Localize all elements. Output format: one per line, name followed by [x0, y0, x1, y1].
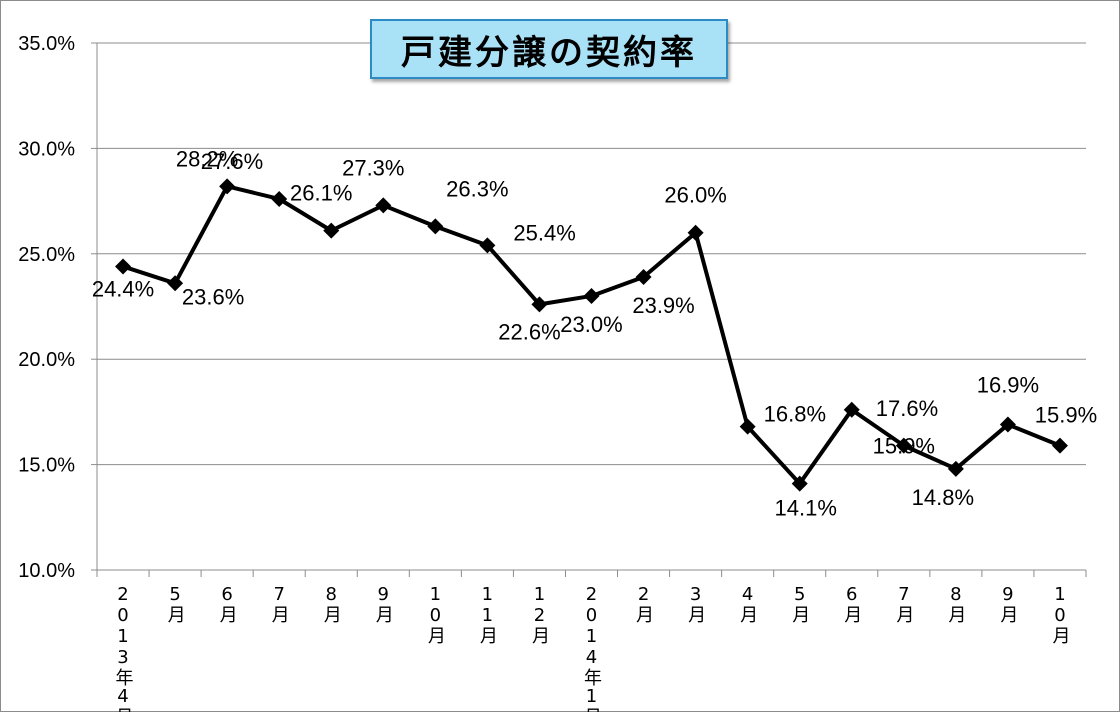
data-point-marker [115, 258, 132, 275]
data-label: 26.0% [664, 183, 726, 208]
data-label: 25.4% [513, 220, 575, 245]
data-point-marker [219, 178, 236, 195]
data-label: 26.3% [446, 176, 508, 201]
data-label: 26.1% [290, 181, 352, 206]
data-label: 15.9% [873, 434, 935, 459]
x-tick-label: 7月 [269, 584, 290, 623]
data-point-marker [843, 401, 860, 418]
chart-title-box: 戸建分譲の契約率 [370, 19, 728, 79]
data-point-marker [999, 416, 1016, 433]
data-label: 28.2% [176, 146, 238, 171]
x-tick-label: 9月 [997, 584, 1018, 623]
data-point-marker [947, 460, 964, 477]
data-label: 17.6% [876, 396, 938, 421]
data-point-marker [635, 268, 652, 285]
data-point-marker [531, 296, 548, 313]
data-label: 23.0% [560, 312, 622, 337]
y-tick-label: 15.0% [18, 455, 75, 477]
data-label: 14.1% [775, 496, 837, 521]
data-point-marker [739, 418, 756, 435]
data-label: 16.9% [977, 373, 1039, 398]
y-tick-label: 25.0% [18, 244, 75, 266]
data-label: 22.6% [498, 319, 560, 344]
data-label: 14.8% [912, 485, 974, 510]
y-tick-label: 35.0% [18, 33, 75, 55]
data-point-marker [1051, 437, 1068, 454]
x-tick-label: 12月 [529, 584, 550, 644]
x-tick-label: 4月 [737, 584, 758, 623]
x-tick-label: 2014年1月 [581, 584, 602, 712]
data-point-marker [323, 222, 340, 239]
y-tick-label: 10.0% [18, 560, 75, 582]
data-label: 23.6% [182, 284, 244, 309]
y-tick-label: 30.0% [18, 138, 75, 160]
x-tick-label: 3月 [685, 584, 706, 623]
data-point-marker [791, 475, 808, 492]
x-tick-label: 5月 [789, 584, 810, 623]
x-tick-label: 10月 [425, 584, 446, 644]
data-point-marker [167, 275, 184, 292]
x-tick-label: 8月 [321, 584, 342, 623]
data-point-marker [479, 237, 496, 254]
data-point-marker [375, 197, 392, 214]
data-label: 27.6% [201, 149, 263, 174]
data-point-marker [583, 287, 600, 304]
data-label: 27.3% [342, 155, 404, 180]
data-point-marker [895, 437, 912, 454]
x-tick-label: 9月 [373, 584, 394, 623]
data-label: 16.8% [764, 402, 826, 427]
data-label: 24.4% [92, 276, 154, 301]
y-tick-label: 20.0% [18, 349, 75, 371]
data-point-marker [427, 218, 444, 235]
x-tick-label: 10月 [1049, 584, 1070, 644]
chart-title: 戸建分譲の契約率 [401, 32, 697, 73]
data-label: 15.9% [1035, 403, 1097, 428]
x-tick-label: 5月 [165, 584, 186, 623]
data-point-marker [271, 190, 288, 207]
x-tick-label: 2月 [633, 584, 654, 623]
x-tick-label: 7月 [893, 584, 914, 623]
x-tick-label: 6月 [841, 584, 862, 623]
data-label: 23.9% [632, 293, 694, 318]
x-tick-label: 6月 [217, 584, 238, 623]
x-tick-label: 11月 [477, 584, 498, 644]
data-point-marker [687, 224, 704, 241]
x-tick-label: 8月 [945, 584, 966, 623]
x-tick-label: 2013年4月 [113, 584, 134, 712]
